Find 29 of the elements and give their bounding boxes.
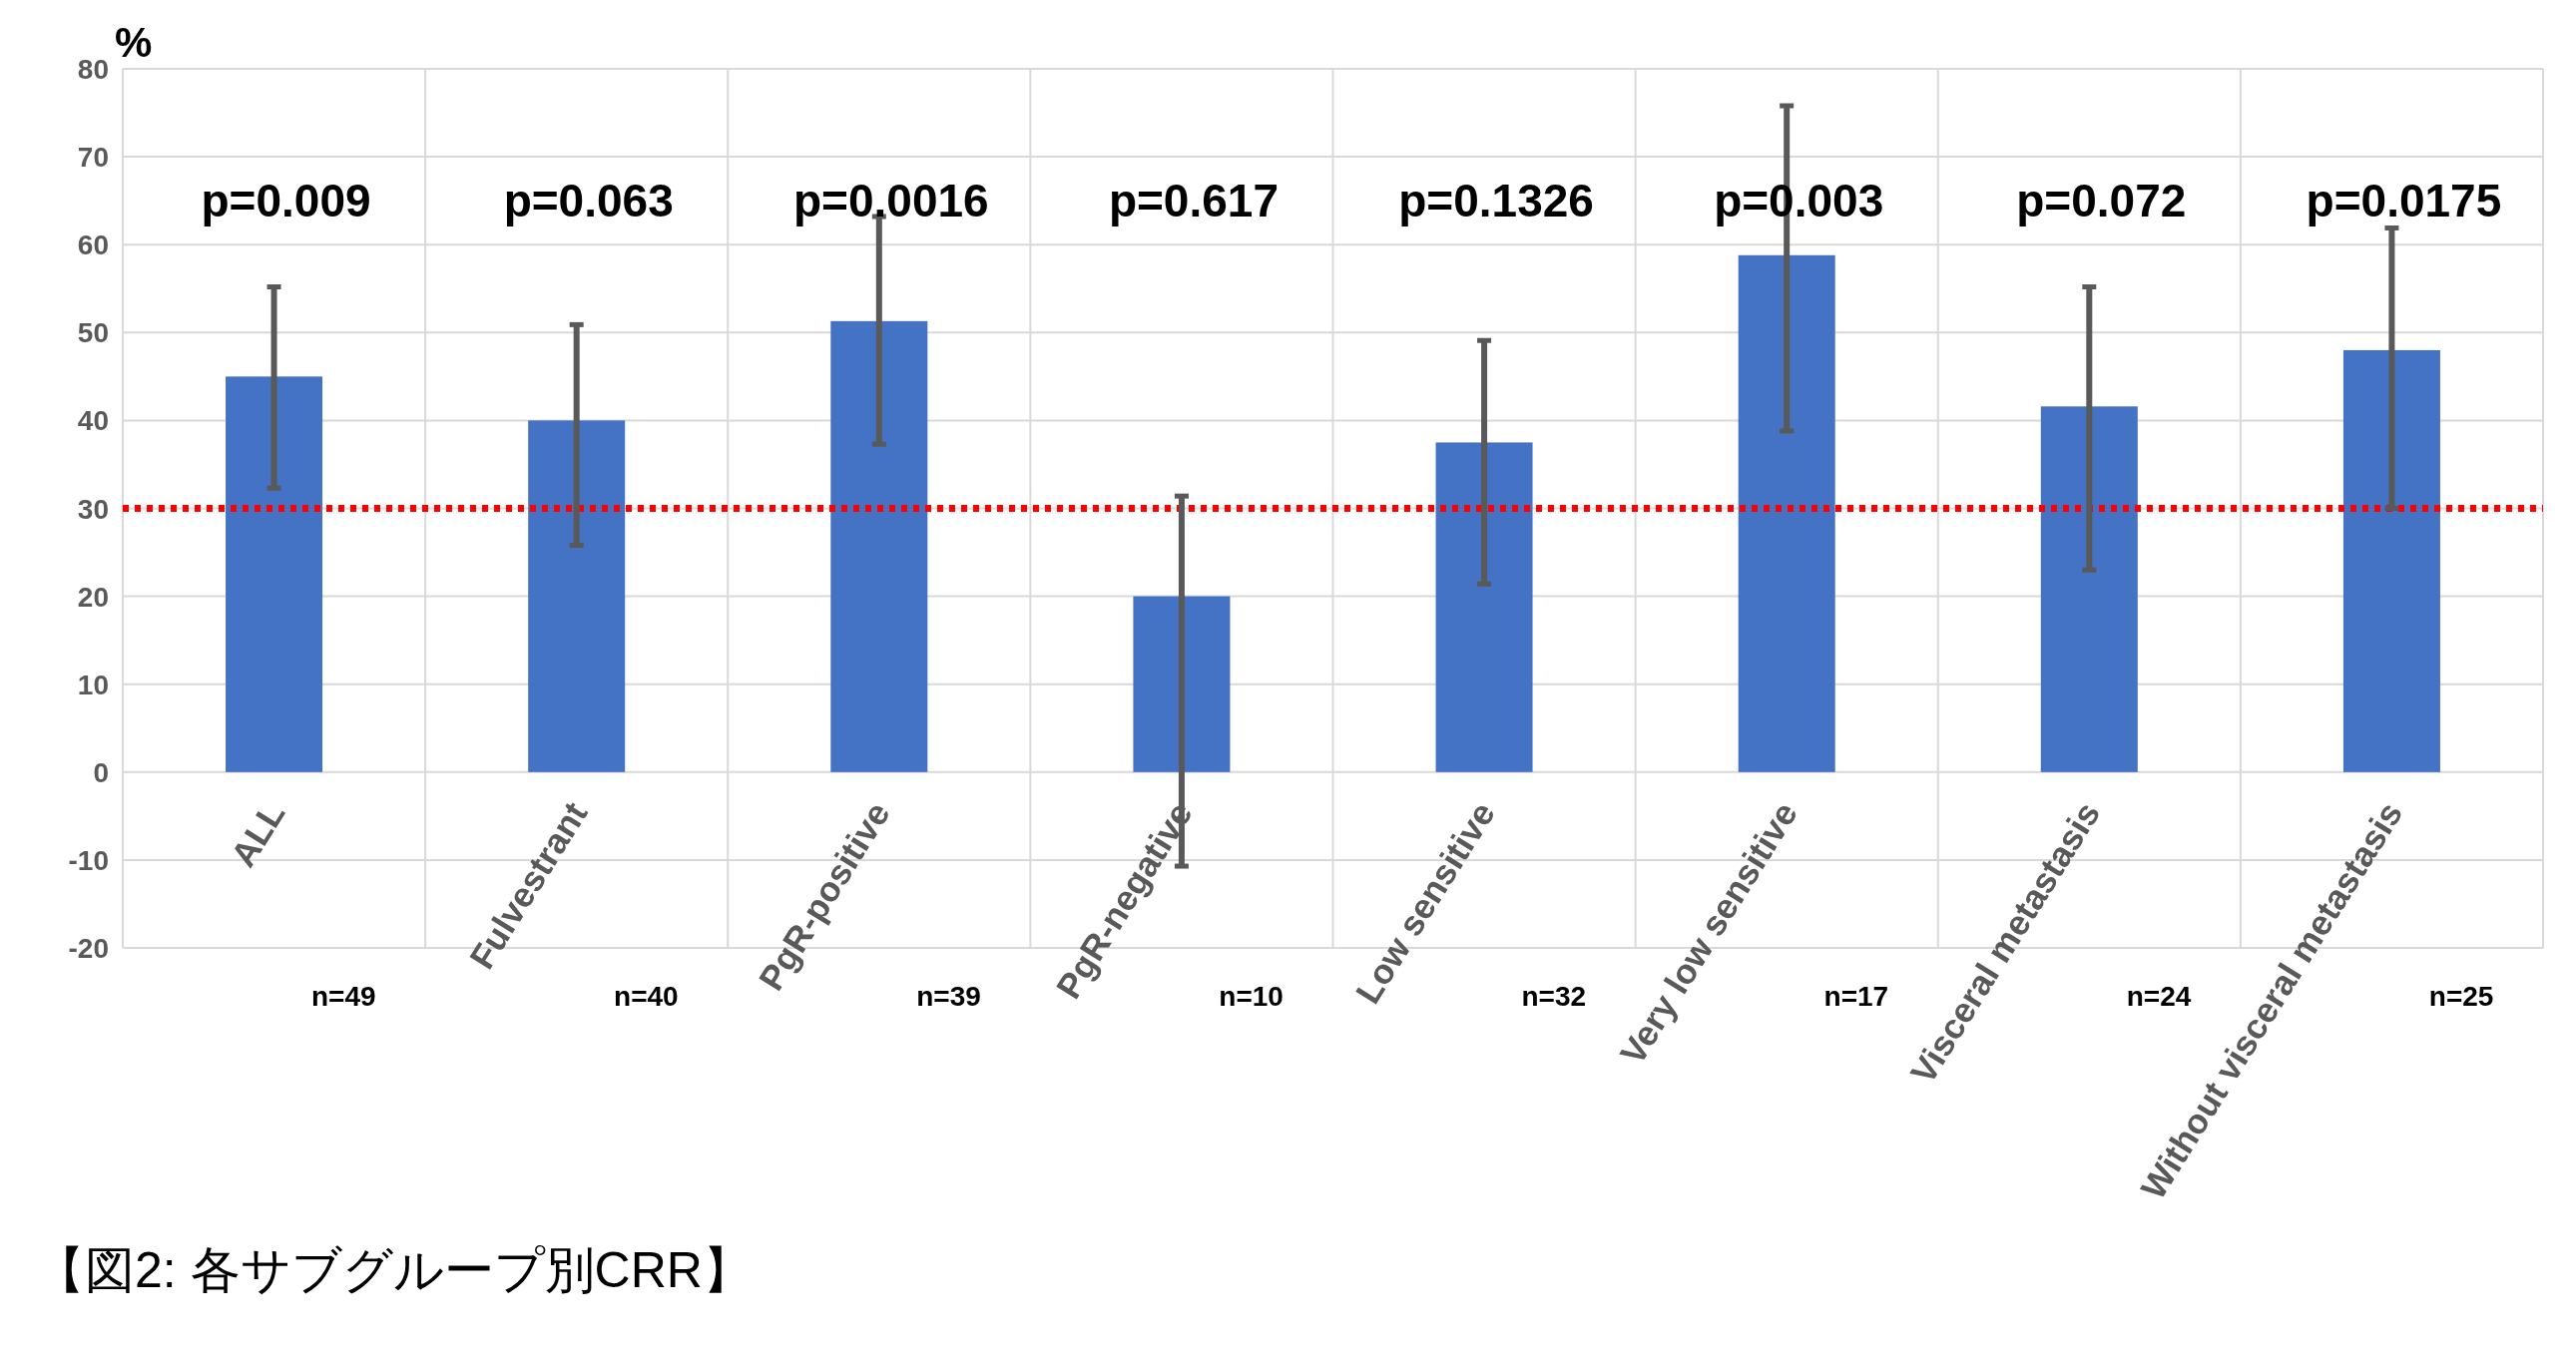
y-tick-label: 60 — [77, 229, 109, 261]
text: n=39 — [916, 981, 981, 1012]
y-tick-label: -10 — [68, 844, 109, 876]
y-tick-label: 0 — [93, 756, 109, 788]
text: n=49 — [310, 981, 376, 1012]
text: n=24 — [2126, 981, 2192, 1012]
y-tick-label: -20 — [68, 933, 109, 964]
y-tick-label: 70 — [77, 142, 109, 174]
y-tick-label: 80 — [77, 54, 109, 85]
y-tick-label: 20 — [77, 581, 109, 613]
annotation: p=0.617 — [1108, 175, 1279, 226]
y-tick-label: 30 — [77, 493, 109, 525]
y-tick-label: 40 — [77, 405, 109, 437]
annotation: p=0.0175 — [2306, 175, 2502, 226]
annotation: p=0.0016 — [792, 175, 989, 226]
annotation: p=0.1326 — [1398, 175, 1594, 226]
annotation: p=0.072 — [2016, 175, 2187, 226]
y-axis-title: % — [115, 19, 153, 66]
y-tick-label: 50 — [77, 317, 109, 349]
text: n=25 — [2428, 981, 2494, 1012]
text: n=32 — [1521, 981, 1587, 1012]
y-tick-label: 10 — [77, 669, 109, 700]
annotation: p=0.009 — [201, 175, 371, 226]
annotation: p=0.063 — [503, 175, 674, 226]
text: n=40 — [614, 981, 679, 1012]
text: 【図2: 各サブグループ別CRR】 — [35, 1242, 753, 1298]
text: n=10 — [1219, 981, 1284, 1012]
text: n=17 — [1823, 981, 1889, 1012]
x-tick-label: ALL — [223, 794, 292, 874]
